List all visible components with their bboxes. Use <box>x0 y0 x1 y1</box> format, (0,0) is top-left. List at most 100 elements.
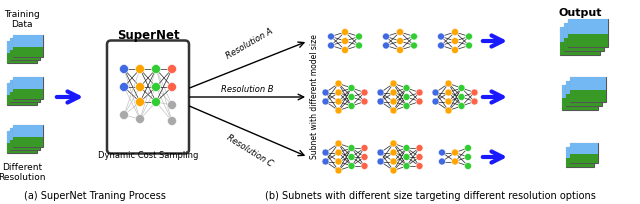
Circle shape <box>168 101 177 110</box>
Bar <box>566 158 594 167</box>
Circle shape <box>348 153 355 161</box>
Circle shape <box>361 153 368 161</box>
Circle shape <box>342 29 349 35</box>
Circle shape <box>377 158 384 165</box>
Circle shape <box>152 98 161 106</box>
Bar <box>10 50 40 60</box>
Circle shape <box>361 144 368 152</box>
Circle shape <box>328 42 335 49</box>
Circle shape <box>458 93 465 101</box>
Circle shape <box>465 163 472 170</box>
Bar <box>562 98 598 110</box>
Circle shape <box>136 82 145 92</box>
Circle shape <box>465 144 472 152</box>
Circle shape <box>328 33 335 40</box>
Text: Subnet with different model size: Subnet with different model size <box>310 34 319 160</box>
Text: Resolution A: Resolution A <box>225 27 275 61</box>
Bar <box>10 92 40 102</box>
Circle shape <box>355 33 362 40</box>
Bar <box>13 77 43 99</box>
Circle shape <box>377 89 384 96</box>
Circle shape <box>451 38 458 44</box>
Circle shape <box>403 144 410 152</box>
Circle shape <box>168 82 177 92</box>
Bar <box>10 128 40 140</box>
Circle shape <box>390 80 397 87</box>
Circle shape <box>355 42 362 49</box>
Circle shape <box>403 153 410 161</box>
Circle shape <box>335 107 342 114</box>
Text: Dynamic Cost Sampling: Dynamic Cost Sampling <box>98 152 198 161</box>
Bar <box>562 84 598 98</box>
Circle shape <box>445 98 452 105</box>
Bar <box>570 143 598 154</box>
Circle shape <box>438 158 445 165</box>
Circle shape <box>397 47 403 53</box>
Circle shape <box>348 84 355 92</box>
Bar <box>10 128 40 150</box>
Text: (a) SuperNet Traning Process: (a) SuperNet Traning Process <box>24 191 166 201</box>
Circle shape <box>136 114 145 123</box>
Circle shape <box>322 98 329 105</box>
Bar <box>570 143 598 163</box>
Circle shape <box>390 149 397 156</box>
Circle shape <box>348 93 355 101</box>
Bar <box>568 19 608 34</box>
Circle shape <box>410 33 417 40</box>
Circle shape <box>458 84 465 92</box>
Circle shape <box>335 89 342 96</box>
Bar <box>10 140 40 150</box>
Bar <box>566 94 602 105</box>
Text: Resolution C: Resolution C <box>225 133 274 169</box>
Circle shape <box>120 64 129 73</box>
Bar <box>560 42 600 55</box>
Circle shape <box>416 144 423 152</box>
Circle shape <box>416 153 423 161</box>
Bar <box>570 154 598 163</box>
Circle shape <box>322 149 329 156</box>
Bar <box>13 35 43 57</box>
Bar <box>562 84 598 110</box>
Text: Training
Data: Training Data <box>4 10 40 29</box>
Circle shape <box>465 42 472 49</box>
Circle shape <box>342 38 349 44</box>
Bar <box>7 53 37 63</box>
Circle shape <box>335 167 342 174</box>
Bar <box>10 80 40 102</box>
Bar <box>13 137 43 147</box>
Circle shape <box>361 98 368 105</box>
Circle shape <box>416 89 423 96</box>
Circle shape <box>403 163 410 170</box>
Bar <box>13 47 43 57</box>
Circle shape <box>416 163 423 170</box>
Circle shape <box>465 33 472 40</box>
Circle shape <box>348 144 355 152</box>
FancyBboxPatch shape <box>107 41 189 153</box>
Circle shape <box>451 47 458 53</box>
Circle shape <box>377 98 384 105</box>
Circle shape <box>465 153 472 161</box>
Circle shape <box>451 149 458 156</box>
Text: (b) Subnets with different size targeting different resolution options: (b) Subnets with different size targetin… <box>264 191 595 201</box>
Circle shape <box>416 98 423 105</box>
Circle shape <box>361 89 368 96</box>
Circle shape <box>383 42 390 49</box>
Circle shape <box>335 158 342 165</box>
Bar <box>564 23 604 38</box>
Bar <box>566 81 602 94</box>
Bar <box>10 80 40 92</box>
Circle shape <box>361 163 368 170</box>
Circle shape <box>390 158 397 165</box>
Circle shape <box>471 89 478 96</box>
Bar <box>7 83 37 105</box>
Text: SuperNet: SuperNet <box>116 29 179 41</box>
Circle shape <box>445 80 452 87</box>
Bar <box>570 90 606 102</box>
Bar <box>7 95 37 105</box>
Bar <box>13 77 43 89</box>
Circle shape <box>168 116 177 125</box>
Bar <box>7 41 37 53</box>
Bar <box>560 27 600 55</box>
Bar <box>10 38 40 50</box>
Circle shape <box>152 82 161 92</box>
